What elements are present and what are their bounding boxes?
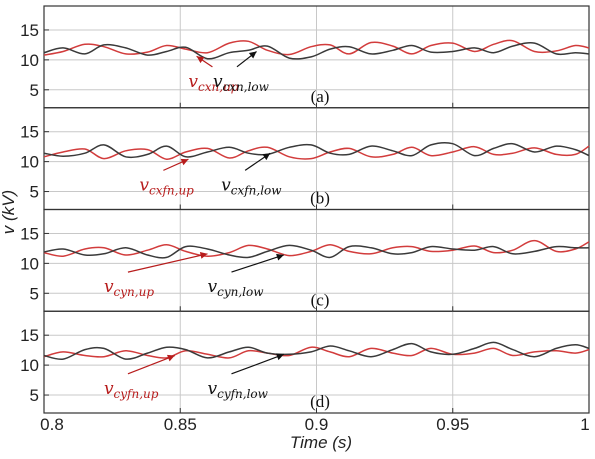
annotation-arrow-head (248, 51, 257, 59)
y-tick-label: 10 (20, 254, 39, 273)
x-tick-label: 0.95 (436, 415, 469, 434)
y-tick-label: 5 (30, 183, 39, 202)
series-label-sub: cyfn,low (217, 387, 269, 401)
annotation-arrow-line (231, 353, 285, 375)
series-line-v_cxn,up (43, 39, 590, 56)
panel-tag: (a) (311, 87, 330, 106)
y-tick-label: 5 (30, 386, 39, 405)
series-label-main: v (208, 379, 218, 399)
series-label-main: v (213, 72, 223, 92)
series-label-main: v (139, 175, 149, 195)
series-label-v_cxn,low: vcxn,low (213, 72, 270, 94)
series-label-main: v (188, 72, 198, 92)
annotation-arrow-head (262, 153, 271, 161)
series-line-v_cyn,low (43, 244, 590, 259)
series-label-sub: cxfn,up (149, 183, 194, 197)
y-tick-label: 15 (20, 326, 39, 345)
series-label-v_cxfn,low: vcxfn,low (221, 175, 282, 197)
annotation-arrow-head (167, 354, 175, 362)
annotation-arrow-head (276, 353, 284, 361)
series-line-v_cyn,up (43, 239, 590, 257)
series-line-v_cyfn,low (43, 341, 590, 361)
series-label-main: v (104, 379, 114, 399)
y-tick-label: 15 (20, 21, 39, 40)
x-tick-label: 1 (580, 415, 589, 434)
series-label-sub: cxfn,low (231, 183, 283, 197)
annotation-arrow-line (231, 254, 284, 273)
annotation-arrow-head (196, 56, 205, 64)
annotation-arrow-head (276, 253, 284, 261)
x-axis-title: Time (s) (290, 433, 352, 452)
series-label-v_cyn,up: vcyn,up (104, 277, 154, 299)
series-label-v_cxn,up: vcxn,up (188, 72, 238, 94)
series-label-main: v (104, 277, 114, 297)
y-tick-label: 10 (20, 153, 39, 172)
panel-frame (43, 310, 590, 414)
panel-tag: (b) (310, 189, 330, 208)
series-label-sub: cyn,low (217, 285, 264, 299)
series-label-v_cxfn,up: vcxfn,up (139, 175, 194, 197)
y-tick-label: 5 (30, 284, 39, 303)
series-label-v_cyfn,low: vcyfn,low (208, 379, 269, 401)
x-axis: 0.8 0.85 0.9 0.95 1 (40, 415, 590, 434)
y-tick-label: 10 (20, 356, 39, 375)
series-line-v_cxfn,up (43, 145, 590, 160)
annotation-arrow-line (127, 354, 176, 375)
series-label-sub: cxn,up (198, 80, 239, 94)
panel-tag: (c) (311, 290, 330, 309)
series-label-sub: cyn,up (114, 285, 155, 299)
annotation-arrow-head (199, 251, 208, 259)
x-tick-label: 0.9 (305, 415, 329, 434)
annotation-arrow-line (127, 253, 208, 273)
series-label-sub: cxn,low (223, 80, 270, 94)
series-label-main: v (221, 175, 231, 195)
series-label-sub: cyfn,up (114, 387, 159, 401)
y-tick-label: 15 (20, 123, 39, 142)
annotation-arrow-head (180, 158, 189, 166)
x-tick-label: 0.8 (40, 415, 64, 434)
series-line-v_cxfn,low (43, 142, 590, 159)
y-tick-label: 5 (30, 81, 39, 100)
series-label-v_cyfn,up: vcyfn,up (104, 379, 159, 401)
y-tick-label: 10 (20, 51, 39, 70)
y-axis-title: v (kV) (0, 190, 18, 234)
panel-tag: (d) (310, 392, 330, 411)
series-line-v_cxn,low (43, 42, 590, 60)
x-tick-label: 0.85 (164, 415, 197, 434)
series-label-main: v (208, 277, 218, 297)
series-label-v_cyn,low: vcyn,low (208, 277, 265, 299)
y-tick-label: 15 (20, 224, 39, 243)
